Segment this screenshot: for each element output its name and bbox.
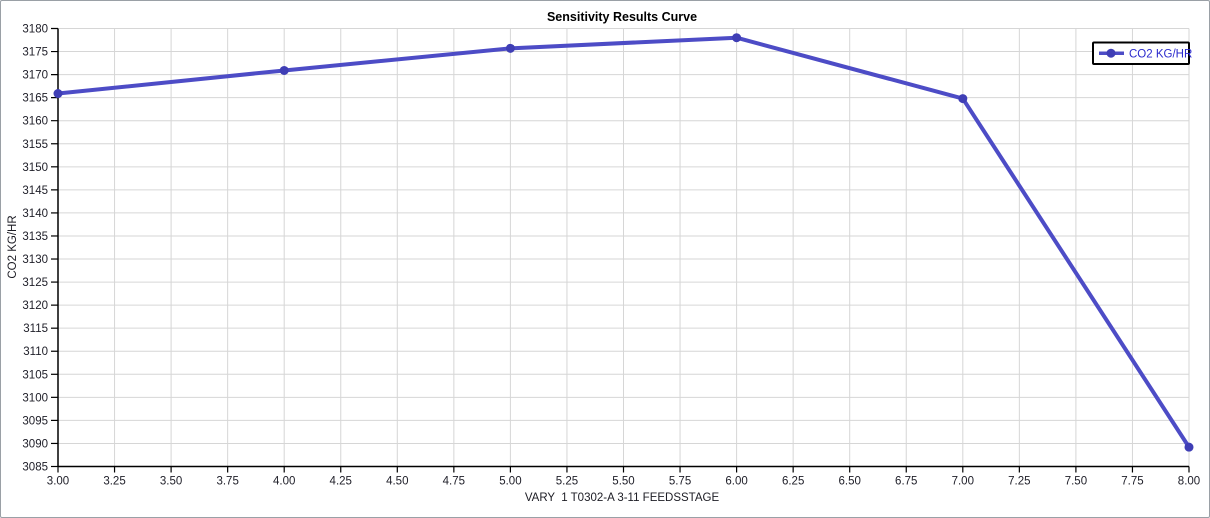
- data-point: [279, 65, 289, 75]
- x-tick-label: 3.00: [47, 476, 69, 488]
- y-tick-label: 3135: [22, 231, 48, 243]
- x-tick-label: 5.25: [556, 476, 578, 488]
- y-tick-label: 3115: [23, 323, 48, 335]
- x-tick-label: 3.50: [160, 476, 182, 488]
- y-tick-label: 3100: [22, 392, 48, 404]
- x-tick-label: 6.25: [782, 476, 804, 488]
- x-tick-label: 6.00: [725, 476, 747, 488]
- tick-marks-and-labels: 3085 3090 3095 3100 3105 3110 3115 3120 3125 3130…: [22, 24, 1200, 488]
- y-tick-label: 3165: [22, 93, 48, 105]
- data-point: [505, 43, 515, 53]
- x-tick-label: 7.75: [1121, 476, 1143, 488]
- data-point: [732, 33, 742, 43]
- data-point: [958, 94, 968, 104]
- y-tick-label: 3090: [22, 438, 48, 450]
- x-tick-label: 4.75: [443, 476, 465, 488]
- x-tick-label: 5.00: [499, 476, 521, 488]
- y-tick-label: 3120: [22, 300, 48, 312]
- series-line: [56, 35, 1191, 450]
- x-tick-label: 7.50: [1065, 476, 1087, 488]
- y-tick-label: 3110: [23, 346, 48, 358]
- legend-box: [1092, 41, 1190, 65]
- y-tick-label: 3085: [22, 462, 48, 474]
- y-tick-label: 3095: [22, 415, 48, 427]
- x-tick-label: 5.75: [669, 476, 691, 488]
- grid-lines: [57, 28, 1190, 467]
- x-tick-label: 5.50: [612, 476, 634, 488]
- y-tick-label: 3180: [22, 24, 48, 36]
- data-point: [53, 89, 63, 99]
- chart-title: Sensitivity Results Curve: [547, 10, 697, 24]
- x-tick-label: 4.50: [386, 476, 408, 488]
- legend-label: CO2 KG/HR: [1129, 48, 1192, 60]
- x-tick-label: 3.25: [103, 476, 125, 488]
- legend-marker-icon: [1106, 48, 1116, 58]
- y-tick-label: 3175: [22, 47, 48, 59]
- x-tick-label: 4.25: [330, 476, 352, 488]
- y-tick-label: 3140: [22, 208, 48, 220]
- x-tick-label: 8.00: [1178, 476, 1200, 488]
- x-tick-label: 4.00: [273, 476, 295, 488]
- y-tick-label: 3160: [22, 116, 48, 128]
- y-tick-label: 3150: [22, 162, 48, 174]
- y-tick-label: 3125: [22, 277, 48, 289]
- x-tick-label: 6.75: [895, 476, 917, 488]
- x-axis-title: VARY 1 T0302-A 3-11 FEEDSSTAGE: [525, 492, 720, 504]
- data-point: [1184, 442, 1194, 452]
- y-tick-label: 3105: [22, 369, 48, 381]
- y-tick-label: 3130: [22, 254, 48, 266]
- data-series: [53, 33, 1194, 452]
- y-axis-title: CO2 KG/HR: [7, 215, 19, 278]
- x-tick-label: 7.00: [952, 476, 974, 488]
- x-tick-label: 3.75: [216, 476, 238, 488]
- x-tick-label: 7.25: [1008, 476, 1030, 488]
- legend: CO2 KG/HR: [1092, 41, 1192, 65]
- y-tick-label: 3155: [22, 139, 48, 151]
- x-tick-label: 6.50: [839, 476, 861, 488]
- y-tick-label: 3170: [22, 70, 48, 82]
- y-tick-label: 3145: [22, 185, 48, 197]
